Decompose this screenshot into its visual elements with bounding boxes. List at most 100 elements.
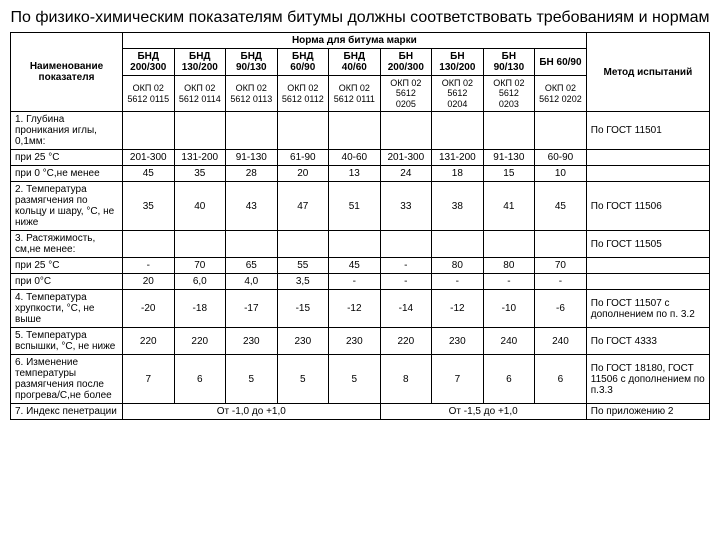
cell [226,112,278,150]
method-cell: По ГОСТ 18180, ГОСТ 11506 с дополнением … [586,355,709,404]
cell: 10 [535,166,587,182]
cell: 40-60 [329,150,381,166]
brand-2: БНД 90/130 [226,49,278,76]
cell: 131-200 [432,150,484,166]
row-label: 6. Изменение температуры размягчения пос… [11,355,123,404]
cell: 6 [483,355,535,404]
cell: -12 [329,290,381,328]
row-label: при 25 °С [11,150,123,166]
col-method: Метод испытаний [586,33,709,112]
row-label: 3. Растяжимость, см,не менее: [11,231,123,258]
cell [174,231,226,258]
table-row: 4. Температура хрупкости, °С, не выше-20… [11,290,710,328]
cell: - [123,258,175,274]
cell: -20 [123,290,175,328]
table-row: 3. Растяжимость, см,не менее:По ГОСТ 115… [11,231,710,258]
okp-2: ОКП 02 5612 0113 [226,76,278,112]
okp-3: ОКП 02 5612 0112 [277,76,329,112]
cell: 45 [123,166,175,182]
cell: -17 [226,290,278,328]
row-label: 5. Температура вспышки, °С, не ниже [11,328,123,355]
cell: 201-300 [123,150,175,166]
col-name: Наименование показателя [11,33,123,112]
cell: 45 [535,182,587,231]
method-cell: По ГОСТ 11501 [586,112,709,150]
cell: 131-200 [174,150,226,166]
cell: -12 [432,290,484,328]
cell: 55 [277,258,329,274]
brand-3: БНД 60/90 [277,49,329,76]
cell: 220 [123,328,175,355]
method-cell: По приложению 2 [586,404,709,420]
cell: 91-130 [483,150,535,166]
cell: 24 [380,166,432,182]
cell: - [483,274,535,290]
cell: 33 [380,182,432,231]
cell: 7 [123,355,175,404]
cell: - [380,274,432,290]
cell: 18 [432,166,484,182]
cell [380,231,432,258]
row-label: при 25 °С [11,258,123,274]
table-row: 6. Изменение температуры размягчения пос… [11,355,710,404]
cell [329,231,381,258]
table-row: 5. Температура вспышки, °С, не ниже22022… [11,328,710,355]
cell: 6 [174,355,226,404]
okp-1: ОКП 02 5612 0114 [174,76,226,112]
row-label: 1. Глубина проникания иглы, 0,1мм: [11,112,123,150]
cell: 230 [432,328,484,355]
cell: 61-90 [277,150,329,166]
standards-table: Наименование показателя Норма для битума… [10,32,710,420]
method-cell: По ГОСТ 11506 [586,182,709,231]
cell: - [432,274,484,290]
cell: 5 [277,355,329,404]
okp-7: ОКП 02 5612 0203 [483,76,535,112]
okp-8: ОКП 02 5612 0202 [535,76,587,112]
table-row: при 25 °С201-300131-20091-13061-9040-602… [11,150,710,166]
cell: 201-300 [380,150,432,166]
cell: 230 [329,328,381,355]
cell: 43 [226,182,278,231]
okp-6: ОКП 02 5612 0204 [432,76,484,112]
cell: 230 [226,328,278,355]
cell: 3,5 [277,274,329,290]
table-row: при 0°С206,04,03,5----- [11,274,710,290]
cell: 230 [277,328,329,355]
cell [380,112,432,150]
cell: -18 [174,290,226,328]
cell [277,231,329,258]
cell: 80 [432,258,484,274]
cell: 7 [432,355,484,404]
table-row: при 0 °С,не менее453528201324181510 [11,166,710,182]
cell: 38 [432,182,484,231]
row-label: 2. Температура размягчения по кольцу и ш… [11,182,123,231]
cell: 40 [174,182,226,231]
okp-0: ОКП 02 5612 0115 [123,76,175,112]
method-cell [586,166,709,182]
table-row: 1. Глубина проникания иглы, 0,1мм: По ГОС… [11,112,710,150]
span-cell-2: От -1,5 до +1,0 [380,404,586,420]
method-cell: По ГОСТ 4333 [586,328,709,355]
table-row: 7. Индекс пенетрацииОт -1,0 до +1,0От -1… [11,404,710,420]
okp-5: ОКП 02 5612 0205 [380,76,432,112]
cell [483,112,535,150]
cell: 41 [483,182,535,231]
cell: 5 [329,355,381,404]
brand-0: БНД 200/300 [123,49,175,76]
brand-6: БН 130/200 [432,49,484,76]
cell: 28 [226,166,278,182]
cell [226,231,278,258]
method-cell [586,258,709,274]
row-label: при 0°С [11,274,123,290]
cell: 6 [535,355,587,404]
page-title: По физико-химическим показателям битумы … [10,8,710,28]
cell: -10 [483,290,535,328]
cell [123,231,175,258]
method-cell [586,274,709,290]
cell: 4,0 [226,274,278,290]
method-cell: По ГОСТ 11507 с дополнением по п. 3.2 [586,290,709,328]
cell [535,112,587,150]
okp-4: ОКП 02 5612 0111 [329,76,381,112]
cell: -6 [535,290,587,328]
cell: 8 [380,355,432,404]
